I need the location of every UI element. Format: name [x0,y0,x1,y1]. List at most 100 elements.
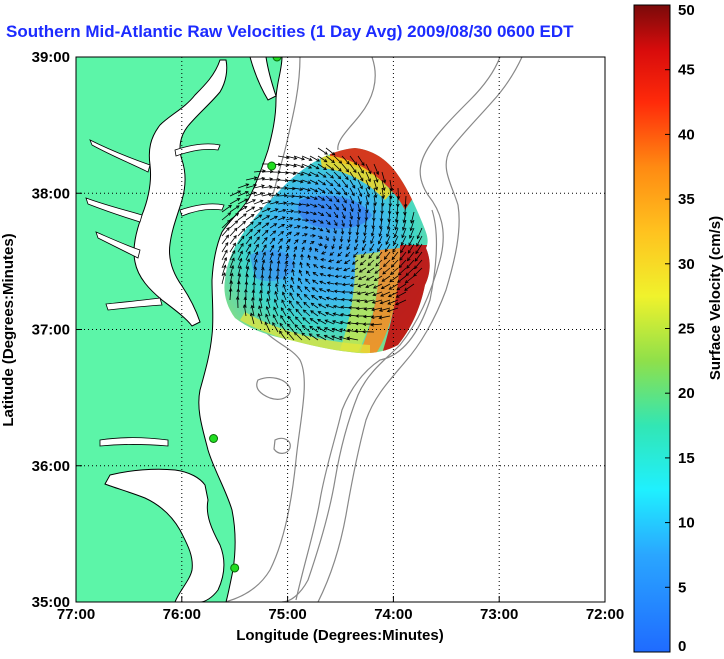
velocity-vector [295,316,303,325]
velocity-vector-head [370,322,374,327]
velocity-vector-head [342,275,347,279]
velocity-vector-head [355,239,359,244]
x-tick-label: 72:00 [586,606,624,623]
velocity-vector [309,219,317,223]
velocity-vector [365,179,370,190]
velocity-vector-head [301,324,306,329]
velocity-vector-head [414,258,419,262]
velocity-vector-head [363,299,368,304]
velocity-vector [269,223,277,229]
velocity-vector-head [321,197,326,201]
velocity-vector-head [239,250,243,255]
velocity-vector-head [273,306,277,311]
velocity-vector [269,216,278,221]
velocity-vector-head [326,229,330,234]
velocity-vector-head [267,282,271,287]
velocity-vector-head [405,272,410,277]
velocity-vector-head [313,264,317,268]
velocity-vector [333,305,343,309]
velocity-vectors [221,147,423,341]
velocity-vector-head [331,151,336,156]
velocity-vector [389,179,393,191]
velocity-vector [221,212,231,221]
velocity-vector [301,211,309,214]
velocity-vector-head [244,288,248,293]
velocity-vector-head [324,327,328,331]
colorbar-tick-label: 40 [678,126,695,143]
velocity-vector [403,211,407,223]
velocity-vector-head [391,256,396,261]
velocity-vector [348,235,351,243]
velocity-vector-head [377,240,382,245]
velocity-vector [397,275,407,283]
velocity-vector [346,243,351,250]
velocity-vector-head [345,253,349,258]
velocity-vector-head [259,199,264,203]
velocity-vector-head [311,295,315,299]
velocity-vector [286,331,295,341]
velocity-vector [325,211,331,217]
velocity-vector [400,243,407,253]
velocity-vector-head [273,223,278,227]
velocity-vector-head [288,231,292,236]
velocity-vector-head [380,285,385,289]
velocity-vector-head [279,237,283,242]
velocity-vector-head [275,283,279,287]
velocity-vector [221,220,231,229]
velocity-vector [261,178,273,181]
velocity-vector-head [244,191,249,195]
y-tick-label: 35:00 [32,594,70,611]
velocity-vector [398,259,407,268]
velocity-vector-head [385,241,389,246]
velocity-vector-head [237,190,242,194]
velocity-vector-head [379,225,383,230]
velocity-vector [354,243,359,251]
velocity-vector [221,234,229,245]
tributary [95,231,141,259]
velocity-vector [365,203,368,213]
velocity-vector-head [263,244,267,249]
velocity-vector-head [312,226,317,231]
velocity-vector-head [266,297,270,302]
y-tick-label: 38:00 [32,185,70,202]
velocity-vector-head [330,167,335,171]
velocity-vector-head [307,172,312,177]
velocity-vector [221,250,228,261]
velocity-vector [318,296,327,301]
velocity-vector-head [325,296,330,300]
velocity-vector-head [400,249,404,254]
velocity-vector [261,237,268,245]
velocity-vector-head [293,156,298,160]
velocity-vector [357,211,360,220]
velocity-vector [349,211,353,220]
velocity-vector-head [281,299,285,304]
velocity-vector [381,171,386,183]
velocity-vector-head [371,307,376,312]
velocity-vector-head [354,321,359,326]
velocity-vector [221,227,230,237]
velocity-vector-head [306,203,311,207]
velocity-vector [279,323,287,333]
velocity-vector-head [275,200,280,205]
velocity-vector-head [386,226,391,231]
velocity-vector-head [378,315,383,320]
velocity-vector [301,233,308,237]
velocity-vector [258,305,263,317]
velocity-vector [237,221,246,229]
velocity-vector-head [270,244,275,249]
velocity-vector-head [409,227,414,232]
velocity-vector-head [332,304,337,309]
velocity-vector-head [243,296,248,301]
velocity-vector-head [386,233,390,238]
velocity-vector-head [331,245,335,250]
velocity-vector [372,299,383,304]
velocity-vector [373,179,378,190]
velocity-vector-head [339,238,344,243]
velocity-vector [261,200,271,205]
velocity-vector [371,227,375,236]
velocity-vector [371,307,383,311]
velocity-vector-head [363,307,368,311]
velocity-vector-head [268,192,273,197]
velocity-vector [339,336,351,341]
velocity-vector [383,259,391,267]
